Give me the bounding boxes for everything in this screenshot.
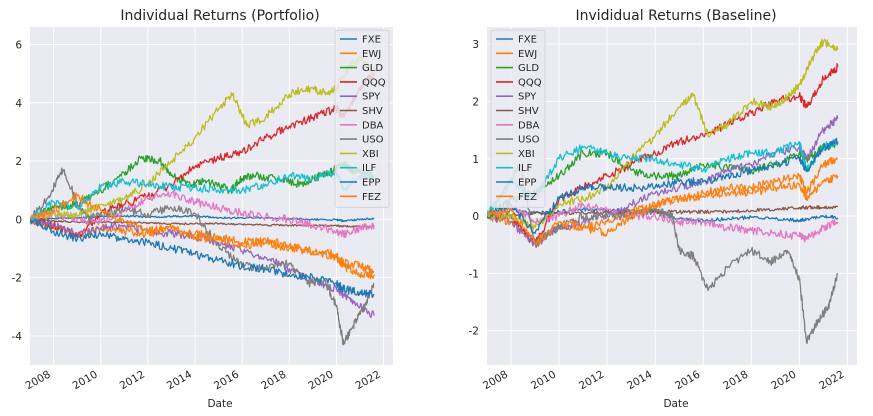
legend-label: USO bbox=[518, 135, 540, 146]
legend-label: QQQ bbox=[362, 77, 386, 88]
legend-label: GLD bbox=[362, 63, 383, 74]
x-tick-label: 2010 bbox=[71, 369, 100, 393]
chart-title: Invididual Returns (Baseline) bbox=[575, 8, 776, 24]
x-tick-label: 2022 bbox=[817, 369, 846, 393]
series-line-epp bbox=[30, 218, 375, 299]
series-line-xbi bbox=[487, 38, 839, 231]
y-tick-label: 3 bbox=[472, 39, 479, 51]
legend-label: EPP bbox=[518, 178, 536, 189]
legend-label: SHV bbox=[362, 106, 383, 117]
y-tick-label: 4 bbox=[15, 98, 22, 110]
y-tick-label: 1 bbox=[472, 154, 479, 166]
x-tick-label: 2008 bbox=[23, 369, 52, 393]
x-tick-label: 2020 bbox=[769, 369, 798, 393]
legend-label: ILF bbox=[518, 163, 533, 174]
x-tick-label: 2016 bbox=[673, 368, 702, 392]
x-tick-label: 2014 bbox=[165, 368, 194, 392]
legend-label: DBA bbox=[518, 120, 540, 131]
y-tick-label: -1 bbox=[469, 268, 479, 280]
legend-label: FEZ bbox=[518, 192, 537, 203]
legend-label: SHV bbox=[518, 106, 539, 117]
x-tick-label: 2012 bbox=[577, 369, 606, 393]
legend-box bbox=[334, 29, 390, 208]
x-tick-label: 2018 bbox=[259, 369, 288, 393]
legend-label: XBI bbox=[518, 149, 535, 160]
y-tick-label: 6 bbox=[15, 39, 22, 51]
x-tick-label: 2014 bbox=[625, 368, 654, 392]
legend-label: USO bbox=[362, 135, 384, 146]
chart-portfolio: Individual Returns (Portfolio) Date 2008… bbox=[12, 8, 393, 410]
legend-label: FXE bbox=[518, 35, 537, 46]
y-tick-label: 2 bbox=[472, 96, 479, 108]
y-tick-label: 2 bbox=[15, 156, 22, 168]
y-tick-label: -2 bbox=[469, 326, 479, 338]
legend-label: FEZ bbox=[362, 192, 381, 203]
legend-label: XBI bbox=[362, 149, 379, 160]
legend: FXE EWJ GLD QQQ SPY SHV DBA USO XBI ILF EPP FEZ bbox=[334, 29, 390, 208]
legend-label: GLD bbox=[518, 63, 539, 74]
legend-label: DBA bbox=[362, 120, 384, 131]
series-line-dba bbox=[30, 190, 375, 239]
legend: FXE EWJ GLD QQQ SPY SHV DBA USO XBI ILF EPP FEZ bbox=[490, 29, 546, 208]
legend-label: SPY bbox=[362, 92, 381, 103]
x-axis-label: Date bbox=[207, 398, 232, 410]
legend-label: EPP bbox=[362, 178, 380, 189]
legend-label: ILF bbox=[362, 163, 377, 174]
series-line-ilf bbox=[487, 139, 839, 217]
legend-label: QQQ bbox=[518, 77, 542, 88]
chart-title: Individual Returns (Portfolio) bbox=[120, 8, 319, 24]
x-tick-label: 2008 bbox=[481, 369, 510, 393]
y-tick-label: 0 bbox=[472, 211, 479, 223]
series-group bbox=[487, 38, 839, 344]
legend-label: SPY bbox=[518, 92, 537, 103]
x-axis-label: Date bbox=[663, 398, 688, 410]
x-tick-label: 2016 bbox=[212, 368, 241, 392]
y-tick-label: -2 bbox=[12, 273, 22, 285]
legend-label: EWJ bbox=[518, 49, 537, 60]
series-line-fez bbox=[487, 156, 838, 246]
y-tick-label: 0 bbox=[15, 214, 22, 226]
x-tick-label: 2022 bbox=[353, 369, 382, 393]
series-line-fez bbox=[30, 192, 375, 280]
legend-label: FXE bbox=[362, 35, 381, 46]
series-line-ewj bbox=[30, 217, 375, 274]
legend-label: EWJ bbox=[362, 49, 381, 60]
x-tick-label: 2012 bbox=[118, 369, 147, 393]
chart-baseline: Invididual Returns (Baseline) Date 2008 2… bbox=[469, 8, 857, 410]
series-group bbox=[30, 55, 375, 346]
series-line-uso bbox=[30, 167, 375, 346]
x-tick-label: 2020 bbox=[306, 369, 335, 393]
x-tick-label: 2018 bbox=[721, 369, 750, 393]
legend-box bbox=[490, 29, 546, 208]
plot-area bbox=[487, 27, 857, 365]
x-tick-label: 2010 bbox=[529, 369, 558, 393]
y-tick-label: -4 bbox=[12, 331, 23, 343]
series-line-epp bbox=[487, 137, 839, 235]
series-line-dba bbox=[487, 202, 839, 243]
